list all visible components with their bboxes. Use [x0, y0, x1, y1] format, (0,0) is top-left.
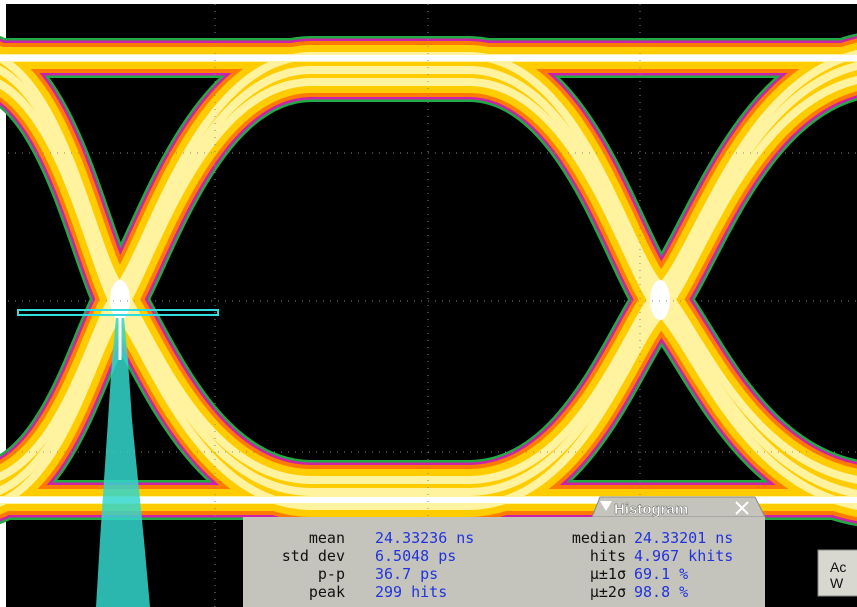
side-button-line1[interactable]: Ac: [830, 559, 846, 575]
stat-value: 36.7 ps: [375, 565, 438, 583]
stat-value: 24.33236 ns: [375, 529, 474, 547]
graticule: [8, 4, 857, 607]
panel-title: Histogram: [614, 501, 688, 518]
stat-label: p-p: [318, 565, 345, 583]
top-border: [0, 0, 857, 4]
collapse-arrow[interactable]: [600, 501, 612, 511]
stat-value: 4.967 khits: [634, 547, 733, 565]
stat-label: µ±2σ: [590, 583, 626, 601]
stat-value: 6.5048 ps: [375, 547, 456, 565]
stat-value: 98.8 %: [634, 583, 688, 601]
stat-value: 69.1 %: [634, 565, 688, 583]
panel-body: [243, 517, 765, 607]
histogram-trace: [17, 309, 219, 607]
close-button[interactable]: [735, 501, 749, 515]
stat-label: mean: [309, 529, 345, 547]
left-border: [0, 0, 6, 607]
stat-label: µ±1σ: [590, 565, 626, 583]
stat-label: peak: [309, 583, 345, 601]
side-button-line2[interactable]: W: [830, 575, 844, 591]
stat-value: 24.33201 ns: [634, 529, 733, 547]
stats: mean 24.33236 ns std dev 6.5048 ps p-p 36.7 p…: [282, 529, 734, 601]
stat-label: hits: [590, 547, 626, 565]
side-button[interactable]: Ac W: [817, 549, 857, 597]
histogram-panel: Histogram mean 24.33236 ns std dev 6.5048 p…: [243, 496, 766, 607]
stat-value: 299 hits: [375, 583, 447, 601]
stat-label: median: [572, 529, 626, 547]
stat-label: std dev: [282, 547, 345, 565]
